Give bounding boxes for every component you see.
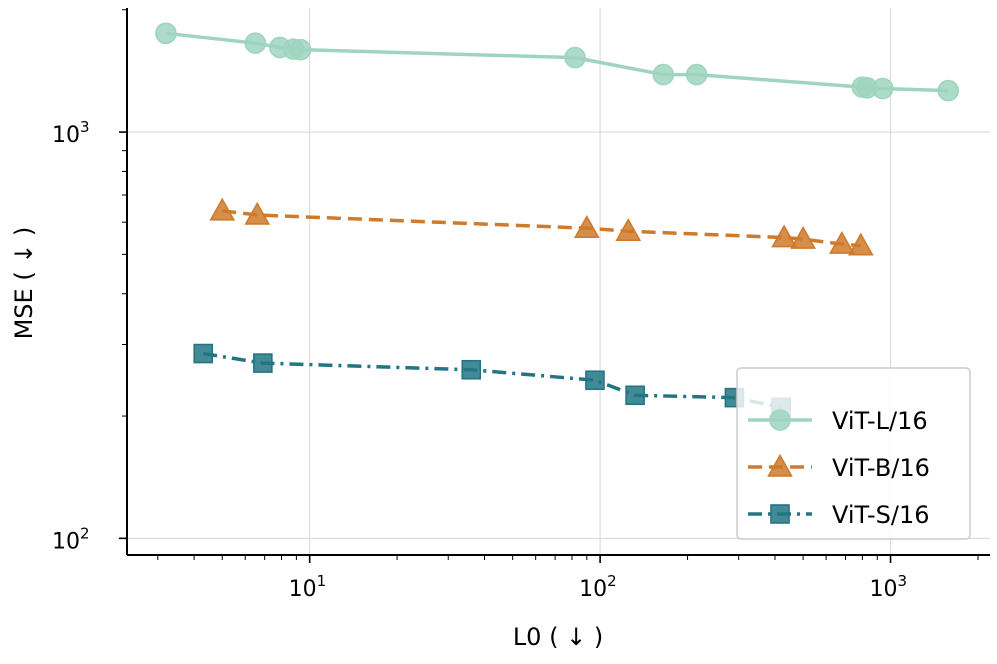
data-point xyxy=(829,230,855,254)
data-point xyxy=(461,359,482,380)
legend-marker xyxy=(769,409,791,431)
legend-entry: ViT-B/16 xyxy=(748,453,930,482)
legend-entry: ViT-L/16 xyxy=(748,407,928,435)
x-axis-label: L0 ( ↓ ) xyxy=(513,623,603,651)
y-tick-label: 103 xyxy=(52,118,90,148)
series-vit-b-16 xyxy=(209,197,874,256)
x-tick-label: 101 xyxy=(289,572,327,602)
data-point xyxy=(289,38,312,61)
data-point xyxy=(155,22,177,45)
data-point xyxy=(564,46,586,69)
data-point xyxy=(244,201,271,225)
data-point xyxy=(193,343,214,364)
data-point xyxy=(937,79,960,102)
x-tick-label: 102 xyxy=(579,572,617,602)
data-point xyxy=(253,353,273,373)
legend: ViT-L/16 ViT-B/16 ViT-S/16 xyxy=(736,367,971,540)
legend-marker xyxy=(770,504,790,524)
legend-label: ViT-L/16 xyxy=(832,407,928,435)
data-point xyxy=(615,218,642,242)
x-tick-label: 103 xyxy=(870,572,908,602)
legend-marker xyxy=(767,453,793,477)
plot-series xyxy=(155,22,960,418)
legend-label: ViT-S/16 xyxy=(832,501,930,529)
data-point xyxy=(625,385,645,406)
data-point xyxy=(871,77,894,100)
y-axis-label: MSE ( ↓ ) xyxy=(10,227,38,340)
data-point xyxy=(244,32,267,54)
axes xyxy=(126,8,990,556)
data-point xyxy=(585,370,605,391)
y-tick-label: 102 xyxy=(52,524,90,554)
series-line xyxy=(202,351,782,410)
ticks: 101 102 103 102 103 xyxy=(52,9,979,602)
data-point xyxy=(209,197,236,221)
data-point xyxy=(652,63,675,86)
data-point xyxy=(790,226,816,249)
data-point xyxy=(847,232,874,256)
data-point xyxy=(771,224,797,248)
data-point xyxy=(685,63,708,86)
legend-frame xyxy=(736,367,971,540)
series-line xyxy=(222,209,861,248)
series-vit-l-16 xyxy=(155,22,960,102)
data-point xyxy=(573,215,600,238)
legend-label: ViT-B/16 xyxy=(832,454,930,482)
series-vit-s-16 xyxy=(193,343,791,418)
legend-entry: ViT-S/16 xyxy=(748,501,930,529)
